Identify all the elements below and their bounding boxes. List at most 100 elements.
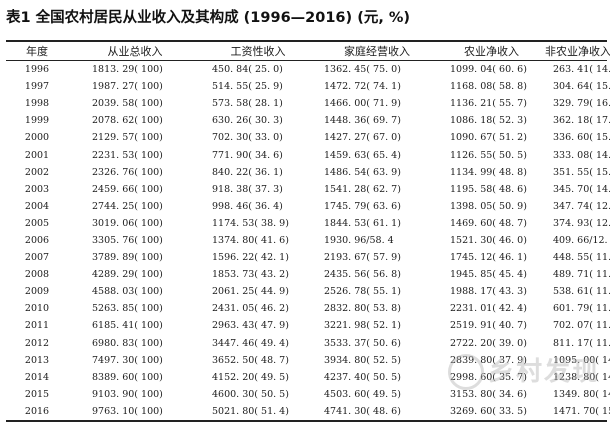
cell-year: 2010	[24, 303, 50, 315]
table-row: 2011 6185. 41( 100) 2963. 43( 47. 9) 3221. …	[6, 317, 610, 334]
cell-wage-income: 630. 26( 30. 3)	[212, 115, 283, 127]
header-total-income: 从业总收入	[107, 45, 163, 58]
cell-agricultural-net-income: 1988. 17( 43. 3)	[450, 286, 527, 298]
cell-household-business-income: 4503. 60( 49. 5)	[324, 388, 401, 400]
cell-household-business-income: 1448. 36( 69. 7)	[324, 115, 401, 127]
cell-household-business-income: 3533. 37( 50. 6)	[324, 337, 401, 349]
cell-total-income: 1987. 27( 100)	[92, 81, 163, 93]
cell-non-agricultural-net-income: 489. 71( 11. 4)	[553, 269, 610, 281]
cell-household-business-income: 1362. 45( 75. 0)	[324, 64, 401, 76]
cell-agricultural-net-income: 1398. 05( 50. 9)	[450, 200, 527, 212]
cell-household-business-income: 2832. 80( 53. 8)	[324, 303, 401, 315]
cell-total-income: 3305. 76( 100)	[92, 234, 163, 246]
cell-non-agricultural-net-income: 811. 17( 11. 6)	[553, 337, 610, 349]
cell-household-business-income: 1466. 00( 71. 9)	[324, 98, 401, 110]
cell-year: 2007	[24, 252, 50, 264]
cell-non-agricultural-net-income: 345. 70( 14. 1)	[553, 183, 610, 195]
table-row: 2014 8389. 60( 100) 4152. 20( 49. 5) 4237. …	[6, 369, 610, 386]
cell-household-business-income: 2435. 56( 56. 8)	[324, 269, 401, 281]
cell-non-agricultural-net-income: 304. 64( 15. 3)	[553, 81, 610, 93]
cell-year: 2013	[24, 354, 50, 366]
cell-total-income: 1813. 29( 100)	[92, 64, 163, 76]
cell-wage-income: 573. 58( 28. 1)	[212, 98, 283, 110]
cell-total-income: 6980. 83( 100)	[92, 337, 163, 349]
cell-total-income: 9763. 10( 100)	[92, 405, 163, 417]
cell-year: 2003	[24, 183, 50, 195]
cell-household-business-income: 1486. 54( 63. 9)	[324, 166, 401, 178]
cell-agricultural-net-income: 1136. 21( 55. 7)	[450, 98, 527, 110]
header-household-business-income: 家庭经营收入	[344, 45, 410, 58]
cell-agricultural-net-income: 1745. 12( 46. 1)	[450, 252, 527, 264]
table-header-row: 年度 从业总收入 工资性收入 家庭经营收入 农业净收入 非农业净收入	[6, 41, 610, 61]
cell-total-income: 7497. 30( 100)	[92, 354, 163, 366]
table-row: 2001 2231. 53( 100) 771. 90( 34. 6) 1459. 6…	[6, 146, 610, 163]
cell-household-business-income: 2193. 67( 57. 9)	[324, 252, 401, 264]
cell-household-business-income: 1459. 63( 65. 4)	[324, 149, 401, 161]
table-row: 2016 9763. 10( 100) 5021. 80( 51. 4) 4741. …	[6, 403, 610, 421]
cell-non-agricultural-net-income: 362. 18( 17. 4)	[553, 115, 610, 127]
cell-wage-income: 5021. 80( 51. 4)	[212, 405, 289, 417]
cell-household-business-income: 1930. 96/58. 4	[324, 234, 394, 246]
cell-non-agricultural-net-income: 347. 74( 12. 7)	[553, 200, 610, 212]
cell-total-income: 6185. 41( 100)	[92, 320, 163, 332]
cell-year: 2015	[24, 388, 50, 400]
cell-wage-income: 1174. 53( 38. 9)	[212, 217, 289, 229]
cell-household-business-income: 4741. 30( 48. 6)	[324, 405, 401, 417]
table-row: 2007 3789. 89( 100) 1596. 22( 42. 1) 2193. …	[6, 249, 610, 266]
cell-household-business-income: 1745. 79( 63. 6)	[324, 200, 401, 212]
cell-year: 2016	[24, 405, 50, 417]
table-row: 2004 2744. 25( 100) 998. 46( 36. 4) 1745. 7…	[6, 198, 610, 215]
cell-wage-income: 998. 46( 36. 4)	[212, 200, 283, 212]
cell-non-agricultural-net-income: 1095. 00( 14. 6)	[553, 354, 610, 366]
cell-non-agricultural-net-income: 409. 66/12. 4	[553, 234, 610, 246]
cell-total-income: 9103. 90( 100)	[92, 388, 163, 400]
cell-year: 2014	[24, 371, 50, 383]
cell-agricultural-net-income: 2839. 80( 37. 9)	[450, 354, 527, 366]
header-agricultural-net-income: 农业净收入	[464, 45, 519, 58]
cell-non-agricultural-net-income: 263. 41( 14. 4)	[553, 64, 610, 76]
cell-year: 1997	[24, 81, 50, 93]
cell-total-income: 2129. 57( 100)	[92, 132, 163, 144]
cell-non-agricultural-net-income: 448. 55( 11. 8)	[553, 252, 610, 264]
income-table-container: 年度 从业总收入 工资性收入 家庭经营收入 农业净收入 非农业净收入 1996 1…	[6, 40, 610, 422]
cell-wage-income: 771. 90( 34. 6)	[212, 149, 283, 161]
cell-wage-income: 2061. 25( 44. 9)	[212, 286, 289, 298]
cell-agricultural-net-income: 1945. 85( 45. 4)	[450, 269, 527, 281]
table-row: 1998 2039. 58( 100) 573. 58( 28. 1) 1466. 0…	[6, 95, 610, 112]
cell-wage-income: 3652. 50( 48. 7)	[212, 354, 289, 366]
cell-wage-income: 1853. 73( 43. 2)	[212, 269, 289, 281]
table-row: 1999 2078. 62( 100) 630. 26( 30. 3) 1448. 3…	[6, 112, 610, 129]
income-table: 年度 从业总收入 工资性收入 家庭经营收入 农业净收入 非农业净收入 1996 1…	[6, 40, 610, 422]
cell-total-income: 8389. 60( 100)	[92, 371, 163, 383]
cell-wage-income: 840. 22( 36. 1)	[212, 166, 283, 178]
cell-total-income: 2039. 58( 100)	[92, 98, 163, 110]
table-row: 2005 3019. 06( 100) 1174. 53( 38. 9) 1844. …	[6, 215, 610, 232]
cell-total-income: 2078. 62( 100)	[92, 115, 163, 127]
cell-wage-income: 2963. 43( 47. 9)	[212, 320, 289, 332]
cell-wage-income: 3447. 46( 49. 4)	[212, 337, 289, 349]
cell-non-agricultural-net-income: 1349. 80( 14. 9)	[553, 388, 610, 400]
cell-agricultural-net-income: 1134. 99( 48. 8)	[450, 166, 527, 178]
table-row: 1996 1813. 29( 100) 450. 84( 25. 0) 1362. 4…	[6, 61, 610, 79]
cell-agricultural-net-income: 2231. 01( 42. 4)	[450, 303, 527, 315]
cell-agricultural-net-income: 1126. 55( 50. 5)	[450, 149, 527, 161]
cell-year: 1996	[24, 64, 50, 76]
table-row: 2006 3305. 76( 100) 1374. 80( 41. 6) 1930. …	[6, 232, 610, 249]
cell-wage-income: 4600. 30( 50. 5)	[212, 388, 289, 400]
cell-household-business-income: 1541. 28( 62. 7)	[324, 183, 401, 195]
table-row: 2015 9103. 90( 100) 4600. 30( 50. 5) 4503. …	[6, 386, 610, 403]
table-row: 1997 1987. 27( 100) 514. 55( 25. 9) 1472. 7…	[6, 78, 610, 95]
cell-non-agricultural-net-income: 329. 79( 16. 2)	[553, 98, 610, 110]
cell-household-business-income: 3934. 80( 52. 5)	[324, 354, 401, 366]
header-wage-income: 工资性收入	[230, 45, 286, 58]
cell-wage-income: 1596. 22( 42. 1)	[212, 252, 289, 264]
table-row: 2009 4588. 03( 100) 2061. 25( 44. 9) 2526. …	[6, 283, 610, 300]
cell-non-agricultural-net-income: 351. 55( 15. 1)	[553, 166, 610, 178]
cell-year: 1999	[24, 115, 50, 127]
table-row: 2000 2129. 57( 100) 702. 30( 33. 0) 1427. 2…	[6, 129, 610, 146]
cell-household-business-income: 1844. 53( 61. 1)	[324, 217, 401, 229]
cell-agricultural-net-income: 1168. 08( 58. 8)	[450, 81, 527, 93]
cell-year: 2005	[24, 217, 50, 229]
cell-non-agricultural-net-income: 538. 61( 11. 8)	[553, 286, 610, 298]
cell-total-income: 2326. 76( 100)	[92, 166, 163, 178]
